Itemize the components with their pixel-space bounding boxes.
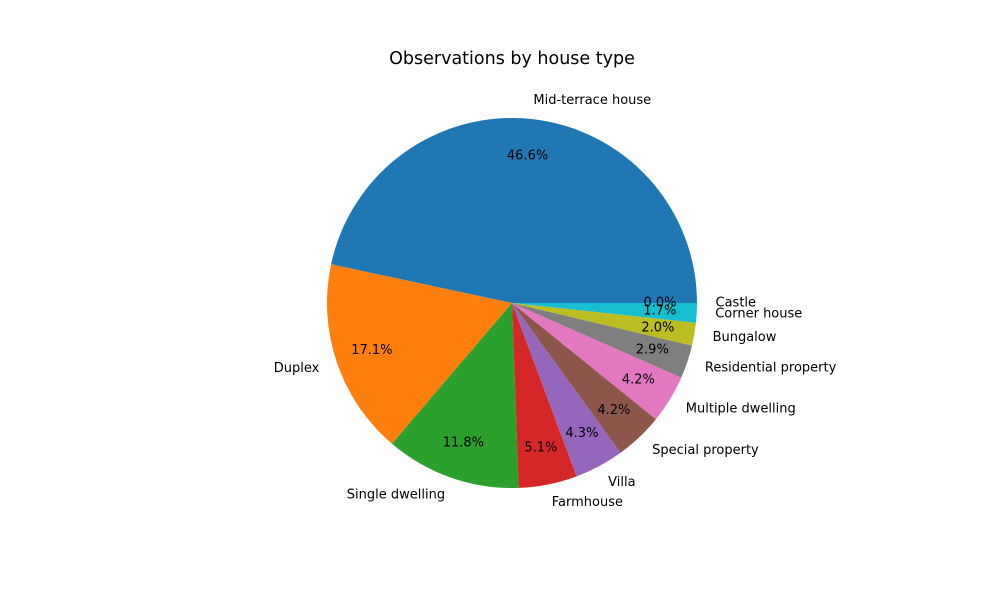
pct-label-bungalow: 2.0% — [641, 321, 674, 336]
pct-label-farmhouse: 5.1% — [524, 441, 557, 456]
pie-labels: Mid-terrace house 46.6% Duplex 17.1% Single … — [274, 93, 837, 510]
slice-label-multiple-dwelling: Multiple dwelling — [686, 401, 796, 416]
pie-slice-bungalow — [512, 303, 696, 346]
slice-label-residential-property: Residential property — [705, 360, 837, 375]
slice-label-special-property: Special property — [652, 443, 759, 458]
pie-slice-villa — [512, 303, 621, 477]
pct-label-special-property: 4.2% — [597, 403, 630, 418]
pie-slice-residential-property — [512, 303, 693, 378]
pct-label-duplex: 17.1% — [351, 343, 392, 358]
slice-label-duplex: Duplex — [274, 361, 320, 376]
pct-label-villa: 4.3% — [565, 426, 598, 441]
pie-slice-special-property — [512, 303, 656, 453]
pct-label-castle: 0.0% — [643, 296, 676, 311]
pct-label-residential-property: 2.9% — [636, 343, 669, 358]
slice-label-farmhouse: Farmhouse — [552, 495, 623, 510]
pct-label-corner-house: 1.7% — [643, 303, 676, 318]
slice-label-bungalow: Bungalow — [713, 330, 777, 345]
pie-slice-corner-house — [512, 303, 697, 323]
slice-label-villa: Villa — [608, 475, 635, 490]
pct-label-mid-terrace-house: 46.6% — [507, 148, 548, 163]
slice-label-corner-house: Corner house — [715, 306, 802, 321]
pie-slice-duplex — [327, 264, 512, 444]
pie-slices — [327, 118, 697, 488]
pie-slice-farmhouse — [512, 303, 577, 488]
slice-label-mid-terrace-house: Mid-terrace house — [533, 93, 651, 108]
pie-slice-single-dwelling — [391, 303, 519, 488]
pct-label-single-dwelling: 11.8% — [443, 435, 484, 450]
chart-title: Observations by house type — [389, 49, 635, 69]
pct-label-multiple-dwelling: 4.2% — [622, 373, 655, 388]
slice-label-single-dwelling: Single dwelling — [347, 488, 445, 503]
pie-slice-mid-terrace-house — [331, 118, 697, 304]
pie-slice-multiple-dwelling — [512, 303, 682, 420]
slice-label-castle: Castle — [716, 296, 757, 311]
